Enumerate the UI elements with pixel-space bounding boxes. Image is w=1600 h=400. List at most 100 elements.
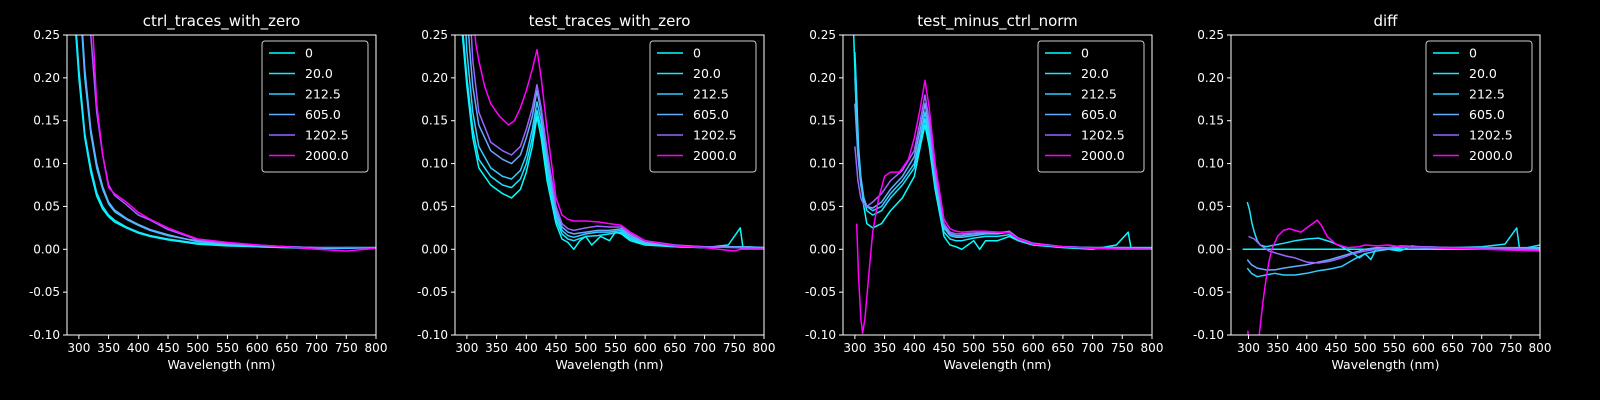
- y-tick-label: 0.25: [809, 28, 836, 42]
- legend-entry: 0: [1469, 46, 1477, 61]
- y-tick-label: 0.20: [33, 71, 60, 85]
- x-tick-label: 650: [1051, 341, 1074, 355]
- legend-entry: 605.0: [693, 107, 729, 122]
- plot-frame: [1230, 34, 1541, 336]
- legend-entry: 2000.0: [693, 148, 737, 163]
- x-axis-label: Wavelength (nm): [1332, 357, 1440, 372]
- x-tick-label: 700: [1081, 341, 1104, 355]
- x-tick-label: 700: [693, 341, 716, 355]
- chart-title: ctrl_traces_with_zero: [143, 12, 300, 31]
- series-line-20-0: [75, 35, 376, 250]
- legend-entry: 20.0: [693, 66, 721, 81]
- legend: 0 20.0 212.5 605.0 1202.5 2000.0: [1425, 40, 1533, 173]
- y-tick-label: 0.25: [33, 28, 60, 42]
- x-tick-label: 800: [1529, 341, 1552, 355]
- y-tick-label: 0.05: [33, 199, 60, 213]
- y-tick-label: -0.05: [805, 285, 836, 299]
- x-tick-label: 300: [1237, 341, 1260, 355]
- y-tick-label: 0.20: [1197, 71, 1224, 85]
- x-tick-label: 750: [1499, 341, 1522, 355]
- series-line-605-0: [467, 35, 764, 249]
- x-tick-label: 600: [1022, 341, 1045, 355]
- x-tick-label: 700: [1470, 341, 1493, 355]
- x-tick-label: 300: [455, 341, 478, 355]
- x-axis-label: Wavelength (nm): [168, 357, 276, 372]
- y-tick-label: 0.20: [421, 71, 448, 85]
- legend: 0 20.0 212.5 605.0 1202.5 2000.0: [1037, 40, 1145, 173]
- series-line-20-0: [462, 35, 764, 249]
- y-tick-label: 0.00: [421, 242, 448, 256]
- y-tick-label: 0.15: [809, 114, 836, 128]
- plot-frame: [454, 34, 765, 336]
- x-tick-label: 500: [574, 341, 597, 355]
- plot-frame: [66, 34, 377, 336]
- series-group: [461, 35, 764, 252]
- x-tick-label: 750: [335, 341, 358, 355]
- legend-entry: 212.5: [693, 87, 729, 102]
- legend-entry: 20.0: [1469, 66, 1497, 81]
- legend: 0 20.0 212.5 605.0 1202.5 2000.0: [261, 40, 369, 173]
- x-tick-label: 400: [515, 341, 538, 355]
- x-tick-label: 450: [157, 341, 180, 355]
- y-tick-label: 0.25: [421, 28, 448, 42]
- series-line-212-5: [465, 35, 764, 249]
- y-tick-label: 0.25: [1197, 28, 1224, 42]
- legend-entry: 605.0: [1081, 107, 1117, 122]
- legend-entry: 1202.5: [305, 128, 349, 143]
- series-line-2000-0: [474, 35, 764, 252]
- x-tick-label: 700: [305, 341, 328, 355]
- legend-entry: 20.0: [305, 66, 333, 81]
- x-tick-label: 450: [933, 341, 956, 355]
- legend-entry: 1202.5: [693, 128, 737, 143]
- x-tick-label: 400: [903, 341, 926, 355]
- series-group: [852, 35, 1152, 335]
- legend-entry: 2000.0: [1081, 148, 1125, 163]
- legend-entry: 0: [1081, 46, 1089, 61]
- x-tick-label: 600: [1412, 341, 1435, 355]
- x-tick-label: 350: [97, 341, 120, 355]
- x-tick-label: 350: [1266, 341, 1289, 355]
- x-tick-label: 450: [545, 341, 568, 355]
- y-tick-label: 0.00: [1197, 242, 1224, 256]
- x-tick-label: 450: [1324, 341, 1347, 355]
- chart-panel-3: 300 350 400 450 500 550 600 650 700 750 800 -0.10 -0…: [805, 12, 1164, 372]
- y-tick-label: -0.10: [1193, 328, 1224, 342]
- chart-panel-2: 300 350 400 450 500 550 600 650 700 750 800 -0.10 -0…: [417, 12, 776, 372]
- legend-entry: 2000.0: [305, 148, 349, 163]
- x-tick-label: 800: [365, 341, 388, 355]
- x-tick-label: 300: [67, 341, 90, 355]
- legend-entry: 1202.5: [1081, 128, 1125, 143]
- legend-entry: 605.0: [305, 107, 341, 122]
- y-tick-label: 0.05: [809, 199, 836, 213]
- y-tick-label: 0.00: [33, 242, 60, 256]
- series-line-2000-0: [1247, 219, 1540, 335]
- y-tick-label: -0.10: [417, 328, 448, 342]
- chart-panel-4: 300 350 400 450 500 550 600 650 700 750 800 -0.10 -0…: [1193, 12, 1552, 372]
- x-axis-label: Wavelength (nm): [556, 357, 664, 372]
- x-tick-label: 400: [1295, 341, 1318, 355]
- y-tick-label: 0.05: [1197, 199, 1224, 213]
- chart-title: test_traces_with_zero: [529, 12, 691, 31]
- x-tick-label: 350: [873, 341, 896, 355]
- x-tick-label: 750: [723, 341, 746, 355]
- legend: 0 20.0 212.5 605.0 1202.5 2000.0: [649, 40, 757, 173]
- y-tick-label: 0.10: [1197, 157, 1224, 171]
- legend-entry: 212.5: [1081, 87, 1117, 102]
- y-tick-label: 0.15: [33, 114, 60, 128]
- x-tick-label: 550: [216, 341, 239, 355]
- chart-title: test_minus_ctrl_norm: [917, 12, 1078, 31]
- x-tick-label: 500: [186, 341, 209, 355]
- x-tick-label: 600: [634, 341, 657, 355]
- y-tick-label: -0.05: [1193, 285, 1224, 299]
- x-tick-label: 650: [1441, 341, 1464, 355]
- chart-title: diff: [1373, 12, 1398, 30]
- x-tick-label: 550: [1383, 341, 1406, 355]
- series-line-2000-0: [92, 35, 376, 252]
- x-tick-label: 800: [1141, 341, 1164, 355]
- y-tick-label: -0.10: [805, 328, 836, 342]
- series-group: [1242, 201, 1540, 335]
- x-tick-label: 300: [843, 341, 866, 355]
- y-tick-label: -0.05: [417, 285, 448, 299]
- plot-frame: [842, 34, 1153, 336]
